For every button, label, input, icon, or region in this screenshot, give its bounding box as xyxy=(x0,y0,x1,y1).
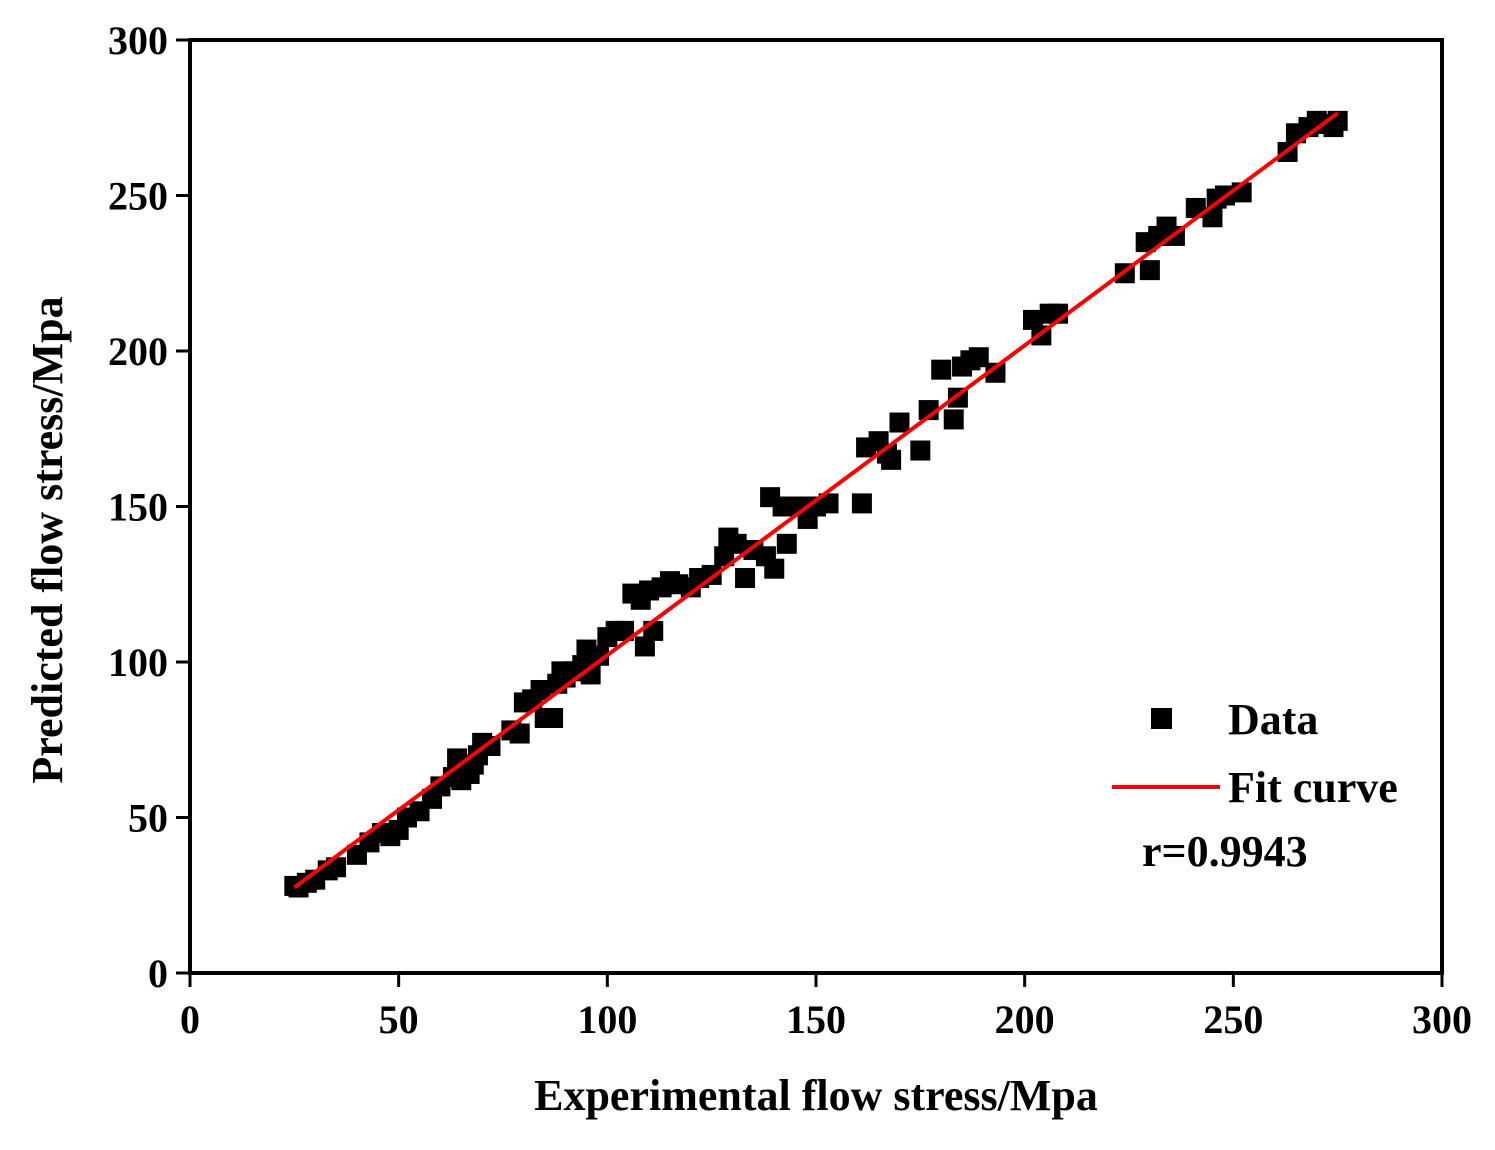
y-tick-label: 250 xyxy=(108,174,168,219)
x-tick-label: 0 xyxy=(180,997,200,1042)
x-tick-label: 100 xyxy=(577,997,637,1042)
fit-curve-line xyxy=(293,111,1339,890)
correlation-annotation: r=0.9943 xyxy=(1142,827,1308,876)
y-axis-title: Predicted flow stress/Mpa xyxy=(23,296,72,783)
y-axis-ticks: 0 50 100 150 200 250 300 xyxy=(108,18,190,996)
y-tick-label: 150 xyxy=(108,485,168,530)
legend-data-marker xyxy=(1151,708,1172,729)
x-tick-label: 250 xyxy=(1203,997,1263,1042)
data-point xyxy=(480,735,501,756)
data-point xyxy=(735,568,756,589)
x-axis-ticks: 0 50 100 150 200 250 300 xyxy=(180,973,1472,1042)
y-tick-label: 50 xyxy=(128,796,168,841)
data-point xyxy=(931,359,952,380)
data-series xyxy=(284,110,1348,898)
data-point xyxy=(634,636,655,657)
data-point xyxy=(889,412,910,433)
data-point xyxy=(851,493,872,514)
y-tick-label: 300 xyxy=(108,18,168,63)
data-point xyxy=(968,347,989,368)
x-tick-label: 50 xyxy=(379,997,419,1042)
data-point xyxy=(1023,309,1044,330)
data-point xyxy=(1202,207,1223,228)
data-point xyxy=(881,449,902,470)
y-tick-label: 0 xyxy=(148,951,168,996)
data-point xyxy=(943,409,964,430)
x-tick-label: 150 xyxy=(786,997,846,1042)
data-point xyxy=(726,533,747,554)
legend: Data Fit curve r=0.9943 xyxy=(1112,695,1398,876)
data-point xyxy=(543,707,564,728)
data-point xyxy=(1139,260,1160,281)
x-axis-title: Experimental flow stress/Mpa xyxy=(534,1071,1098,1120)
data-point xyxy=(509,723,530,744)
data-point xyxy=(764,558,785,579)
data-point xyxy=(772,496,793,517)
data-point xyxy=(985,362,1006,383)
legend-data-label: Data xyxy=(1228,695,1318,744)
data-point xyxy=(588,645,609,666)
x-tick-label: 200 xyxy=(995,997,1055,1042)
data-point xyxy=(530,679,551,700)
x-tick-label: 300 xyxy=(1412,997,1472,1042)
y-tick-label: 100 xyxy=(108,640,168,685)
data-point xyxy=(614,620,635,641)
data-point xyxy=(818,493,839,514)
legend-fit-label: Fit curve xyxy=(1228,763,1398,812)
data-point xyxy=(776,533,797,554)
data-point xyxy=(910,440,931,461)
y-tick-label: 200 xyxy=(108,329,168,374)
